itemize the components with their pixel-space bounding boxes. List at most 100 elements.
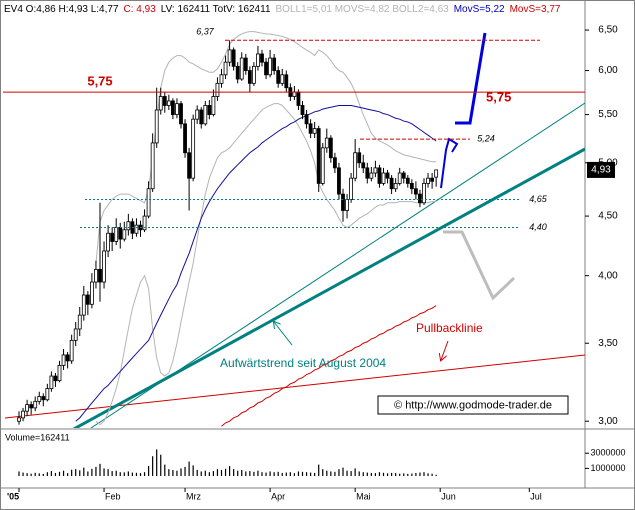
volume-bar xyxy=(289,472,291,476)
header-item: MovS=3,77 xyxy=(510,4,561,15)
volume-bar xyxy=(301,471,304,476)
volume-bar xyxy=(382,472,385,476)
candle-body xyxy=(146,188,151,217)
projection-up xyxy=(440,137,459,189)
volume-bar xyxy=(62,470,65,476)
candle-body xyxy=(320,147,325,184)
candle-body xyxy=(118,227,123,240)
candle-body xyxy=(405,177,410,184)
candle-body xyxy=(231,49,236,67)
candle-body xyxy=(219,74,224,84)
volume-bar xyxy=(156,449,158,476)
volume-bar xyxy=(419,472,421,476)
volume-bar xyxy=(257,470,259,476)
volume-bar xyxy=(103,468,105,476)
candle-body xyxy=(158,96,163,111)
candle-body xyxy=(183,123,187,154)
volume-bar xyxy=(135,472,138,476)
volume-bar xyxy=(152,456,154,476)
level-label: 4,40 xyxy=(529,222,547,232)
candle-body xyxy=(332,157,337,169)
candle-body xyxy=(199,109,204,125)
volume-bar xyxy=(374,473,376,476)
volume-bar xyxy=(208,472,210,476)
level-label: 4,65 xyxy=(529,194,548,204)
candle-body xyxy=(114,227,119,242)
volume-bar xyxy=(139,473,142,476)
volume-bar xyxy=(411,473,413,476)
volume-tick-label: 3000000 xyxy=(590,448,625,458)
volume-bar xyxy=(342,467,344,476)
volume-bar xyxy=(249,471,251,476)
candle-body xyxy=(337,167,341,195)
candle-body xyxy=(49,375,54,389)
candle-body xyxy=(166,100,171,106)
y-tick-label: 6,00 xyxy=(598,65,618,76)
candle-body xyxy=(316,128,321,184)
projection-up xyxy=(455,32,487,125)
volume-tick-label: 1000000 xyxy=(590,463,625,473)
trend-line xyxy=(72,147,585,428)
volume-bar xyxy=(160,454,162,476)
x-tick-label: Apr xyxy=(271,491,285,501)
candle-body xyxy=(21,410,25,419)
volume-bar xyxy=(265,472,267,476)
candle-body xyxy=(73,328,78,341)
level-label: 5,75 xyxy=(87,74,112,89)
candle-body xyxy=(409,183,414,190)
volume-bar xyxy=(184,466,186,476)
x-tick-label: Mai xyxy=(356,491,371,501)
volume-bar xyxy=(431,473,433,476)
candle-body xyxy=(397,172,402,184)
x-tick-label: Mrz xyxy=(186,491,201,501)
volume-bar xyxy=(50,471,52,476)
header-item: MovS=5,22 xyxy=(454,4,505,15)
volume-bar xyxy=(83,467,85,476)
candle-body xyxy=(422,183,426,204)
arrow xyxy=(441,340,449,360)
candle-body xyxy=(223,61,228,76)
header-item: LV: 162411 TotV: 162411 xyxy=(161,4,271,15)
volume-bar xyxy=(338,469,340,476)
volume-bar xyxy=(261,472,263,476)
candle-body xyxy=(41,396,46,401)
candle-body xyxy=(284,74,289,89)
volume-bar xyxy=(180,468,182,476)
volume-bar xyxy=(172,469,174,476)
volume-bar xyxy=(277,471,279,476)
candle-body xyxy=(276,70,281,84)
candle-body xyxy=(418,193,422,204)
volume-bar xyxy=(212,471,214,476)
volume-bar xyxy=(386,473,389,476)
volume-bar xyxy=(427,473,429,476)
candle-body xyxy=(203,105,208,125)
volume-bar xyxy=(237,470,239,476)
y-tick-label: 4,00 xyxy=(598,270,618,281)
header-item: BOLL1=5,01 MOVS=4,82 BOLL2=4,63 xyxy=(276,4,450,15)
volume-bar xyxy=(143,472,146,476)
volume-bar xyxy=(75,469,77,476)
volume-bar xyxy=(107,469,109,476)
volume-bar xyxy=(204,470,206,476)
candle-body xyxy=(373,167,378,174)
volume-bar xyxy=(119,472,121,476)
candle-body xyxy=(61,354,66,366)
volume-bar xyxy=(354,468,356,476)
candle-body xyxy=(37,396,42,402)
pullback-annotation: Pullbacklinie xyxy=(416,321,483,335)
volume-bar xyxy=(91,468,93,476)
arrow xyxy=(274,322,293,346)
candle-body xyxy=(426,177,430,184)
volume-bar xyxy=(318,464,320,476)
candle-body xyxy=(341,193,345,211)
candle-body xyxy=(292,91,297,97)
candle-body xyxy=(162,96,167,106)
candle-body xyxy=(430,177,435,182)
candle-body xyxy=(247,70,252,84)
volume-bar xyxy=(168,469,170,476)
volume-bar xyxy=(322,469,324,476)
volume-bar xyxy=(26,473,28,476)
y-tick-label: 6,50 xyxy=(598,25,618,36)
volume-bar xyxy=(285,472,287,476)
